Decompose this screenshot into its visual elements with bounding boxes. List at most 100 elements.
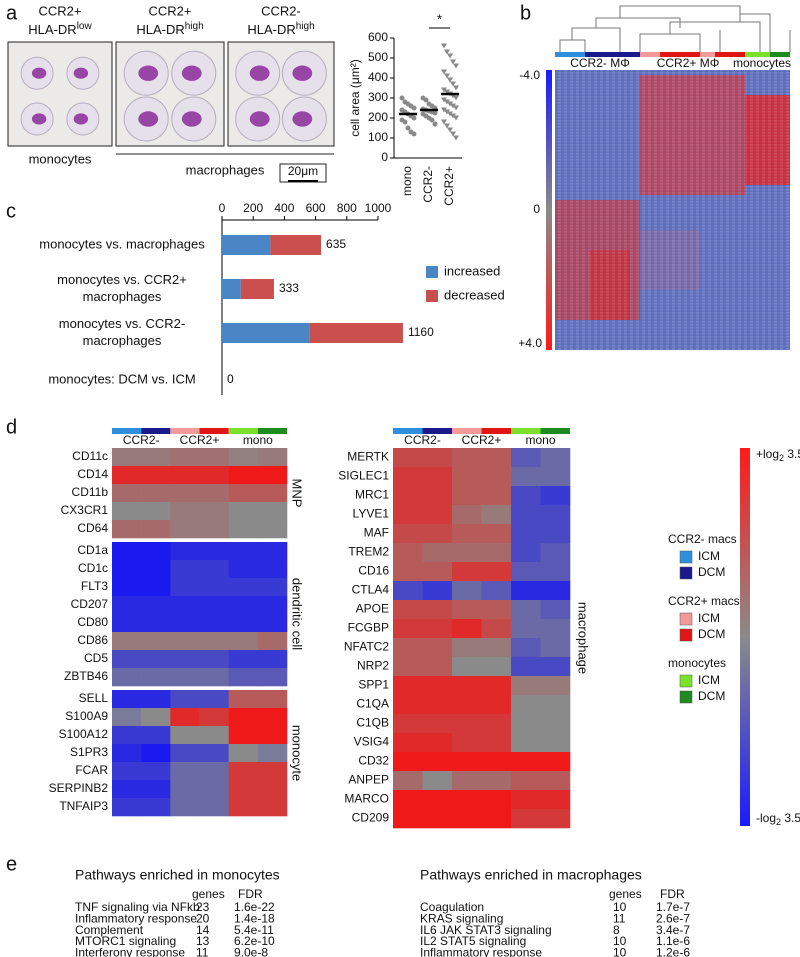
heatmap-cell: [199, 484, 229, 503]
heatmap-cell: [452, 524, 482, 544]
heatmap-cell: [170, 726, 200, 745]
micrograph-title: CCR2-: [261, 3, 301, 18]
heatmap-cell: [170, 668, 200, 687]
heatmap-cell: [257, 726, 288, 745]
heatmap-cell: [141, 632, 171, 651]
table-cell: 5.4e-11: [234, 923, 274, 937]
gene-label: CD11c: [72, 449, 108, 463]
heatmap-cell: [511, 619, 541, 639]
heatmap-cell: [141, 762, 171, 781]
heatmap-cell: [170, 614, 200, 633]
table-cell: 6.2e-10: [234, 934, 275, 948]
heatmap-cell: [257, 520, 288, 539]
group-label: CCR2-: [404, 433, 441, 447]
gene-label: FCAR: [75, 763, 108, 777]
table-cell: 1.4e-18: [234, 911, 275, 925]
y-tick-label: 500: [368, 50, 388, 64]
micrograph-marker: HLA-DRhigh: [136, 21, 203, 38]
heatmap-cell: [257, 650, 288, 669]
legend-label: increased: [444, 263, 500, 278]
heatmap-cell: [112, 502, 142, 521]
gene-label: S1PR3: [70, 745, 108, 759]
heatmap-cell: [393, 714, 423, 734]
heatmap-cell: [511, 771, 541, 791]
group-label: macrophages: [186, 162, 265, 177]
column-color: [141, 428, 171, 434]
x-tick-label: CCR2+: [442, 166, 456, 206]
heatmap-cell: [452, 600, 482, 620]
data-point: [447, 127, 453, 133]
nucleus: [138, 111, 159, 127]
nucleus: [73, 67, 89, 79]
heatmap-cell: [481, 524, 512, 544]
block-label: monocyte: [290, 725, 305, 781]
heatmap-cell: [540, 733, 571, 753]
heatmap-cell: [393, 771, 423, 791]
y-tick-label: 400: [368, 70, 388, 84]
data-point: [441, 43, 447, 49]
table-header: FDR: [660, 887, 685, 901]
marker-level: low: [77, 21, 93, 32]
heatmap-cell: [393, 600, 423, 620]
heatmap-cell: [141, 578, 171, 597]
heatmap-cell: [112, 650, 142, 669]
micrograph: [7, 41, 113, 147]
table-title: Pathways enriched in macrophages: [420, 867, 642, 883]
table-cell: Inflammatory response: [75, 911, 197, 925]
heatmap-cell: [481, 543, 512, 563]
marker-level: high: [185, 21, 204, 32]
heatmap-cell: [481, 600, 512, 620]
color-scale: [740, 448, 750, 826]
heatmap-cell: [112, 708, 142, 727]
data-point: [453, 95, 459, 101]
heatmap-cell: [228, 614, 259, 633]
group-label: CCR2+: [180, 433, 220, 447]
heatmap-cell: [422, 638, 453, 658]
data-point: [441, 69, 447, 75]
heatmap-cell: [511, 486, 541, 506]
column-color: [700, 52, 715, 57]
heatmap-cell: [257, 780, 288, 799]
heatmap-cell: [170, 650, 200, 669]
heatmap-cell: [422, 467, 453, 487]
bar-segment: [309, 323, 403, 343]
heatmap-cell: [228, 596, 259, 615]
heatmap-cell: [199, 520, 229, 539]
group-label: CCR2+ MΦ: [657, 56, 720, 70]
table-cell: TNF signaling via NFkb: [75, 900, 200, 914]
heatmap-cell: [112, 578, 142, 597]
gene-label: S100A9: [65, 709, 108, 723]
heatmap-cell: [393, 581, 423, 601]
heatmap-cell: [452, 733, 482, 753]
heatmap-cell: [170, 762, 200, 781]
gene-label: CD11b: [72, 485, 109, 499]
marker-name: HLA-DR: [136, 22, 184, 37]
micrograph-marker: HLA-DRhigh: [247, 21, 314, 38]
nucleus: [31, 113, 47, 125]
scale-text: 3.5: [784, 447, 800, 461]
heatmap-cell: [540, 467, 571, 487]
heatmap-cell: [422, 657, 453, 677]
heatmap-cell: [393, 448, 423, 468]
heatmap-cell: [141, 708, 171, 727]
heatmap-cell: [228, 690, 259, 709]
heatmap-cell: [452, 619, 482, 639]
legend-swatch: [679, 674, 693, 688]
gene-label: ZBTB46: [64, 669, 108, 683]
heatmap-cell: [141, 726, 171, 745]
gene-label: CD16: [358, 564, 389, 578]
x-tick-label: mono: [400, 166, 414, 196]
heatmap-cell: [170, 520, 200, 539]
heatmap-cell: [257, 614, 288, 633]
marker-name: HLA-DR: [247, 22, 295, 37]
heatmap-cell: [257, 560, 288, 579]
heatmap-cell: [170, 560, 200, 579]
heatmap-cell: [511, 467, 541, 487]
x-tick-label: 0: [219, 201, 226, 215]
group-label: monocytes: [29, 151, 92, 166]
data-point: [411, 115, 417, 121]
heatmap-cell: [481, 676, 512, 696]
heatmap-cell: [170, 542, 200, 561]
table-cell: Coagulation: [420, 900, 484, 914]
column-color: [452, 428, 482, 434]
